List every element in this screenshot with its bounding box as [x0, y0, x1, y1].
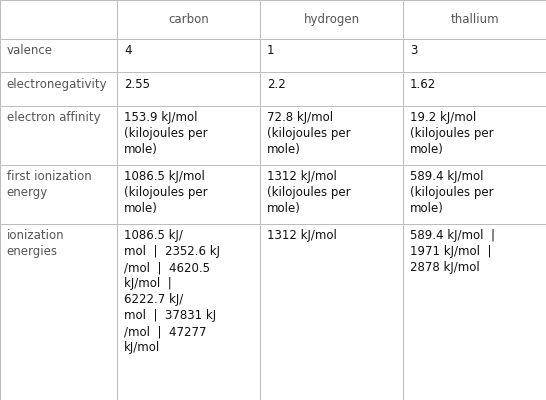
Text: 1086.5 kJ/mol
(kilojoules per
mole): 1086.5 kJ/mol (kilojoules per mole): [124, 170, 207, 215]
Text: 1086.5 kJ/
mol  |  2352.6 kJ
/mol  |  4620.5
kJ/mol  |
6222.7 kJ/
mol  |  37831 : 1086.5 kJ/ mol | 2352.6 kJ /mol | 4620.5…: [124, 229, 220, 354]
Text: 1312 kJ/mol
(kilojoules per
mole): 1312 kJ/mol (kilojoules per mole): [267, 170, 351, 215]
Text: 2.55: 2.55: [124, 78, 150, 90]
Text: 1312 kJ/mol: 1312 kJ/mol: [267, 229, 337, 242]
Text: 589.4 kJ/mol  |
1971 kJ/mol  |
2878 kJ/mol: 589.4 kJ/mol | 1971 kJ/mol | 2878 kJ/mol: [410, 229, 495, 274]
Text: 1: 1: [267, 44, 275, 57]
Text: carbon: carbon: [169, 13, 209, 26]
Text: 153.9 kJ/mol
(kilojoules per
mole): 153.9 kJ/mol (kilojoules per mole): [124, 111, 207, 156]
Text: hydrogen: hydrogen: [304, 13, 360, 26]
Text: ionization
energies: ionization energies: [7, 229, 64, 258]
Text: 4: 4: [124, 44, 132, 57]
Text: electron affinity: electron affinity: [7, 111, 100, 124]
Text: first ionization
energy: first ionization energy: [7, 170, 91, 199]
Text: 589.4 kJ/mol
(kilojoules per
mole): 589.4 kJ/mol (kilojoules per mole): [410, 170, 494, 215]
Text: 1.62: 1.62: [410, 78, 436, 90]
Text: 19.2 kJ/mol
(kilojoules per
mole): 19.2 kJ/mol (kilojoules per mole): [410, 111, 494, 156]
Text: 72.8 kJ/mol
(kilojoules per
mole): 72.8 kJ/mol (kilojoules per mole): [267, 111, 351, 156]
Text: 3: 3: [410, 44, 418, 57]
Text: thallium: thallium: [450, 13, 499, 26]
Text: valence: valence: [7, 44, 52, 57]
Text: 2.2: 2.2: [267, 78, 286, 90]
Text: electronegativity: electronegativity: [7, 78, 107, 90]
